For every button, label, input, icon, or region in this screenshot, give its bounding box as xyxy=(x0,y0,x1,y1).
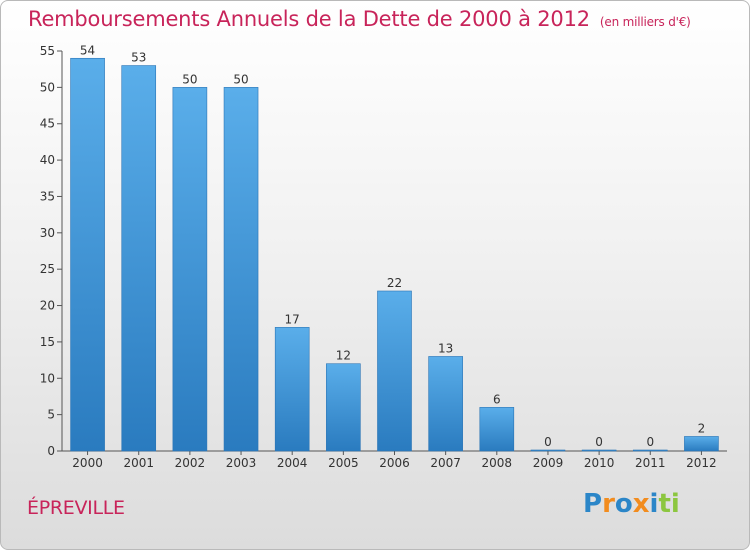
value-label-2012: 2 xyxy=(698,421,706,435)
y-tick-label: 35 xyxy=(40,189,55,203)
value-label-2004: 17 xyxy=(285,312,300,326)
x-tick-label-2003: 2003 xyxy=(226,456,257,470)
bar-2006 xyxy=(377,290,412,452)
logo-letter: r xyxy=(602,489,615,519)
logo-letter: i xyxy=(670,489,680,519)
y-tick-label: 50 xyxy=(40,80,55,94)
bar-2003 xyxy=(223,87,259,452)
bar-2010 xyxy=(581,449,617,452)
bar-2011 xyxy=(632,449,668,452)
x-tick-label-2012: 2012 xyxy=(686,456,717,470)
y-tick-label: 0 xyxy=(47,444,55,458)
bar-2008 xyxy=(479,407,515,452)
y-tick-label: 30 xyxy=(40,226,55,240)
value-label-2009: 0 xyxy=(544,435,552,449)
value-label-2000: 54 xyxy=(80,43,95,57)
chart-title-text: Remboursements Annuels de la Dette de 20… xyxy=(28,7,590,31)
y-tick-label: 25 xyxy=(40,262,55,276)
bar-2012 xyxy=(684,436,719,452)
value-label-2010: 0 xyxy=(595,435,603,449)
y-tick-label: 55 xyxy=(40,44,55,58)
logo-letter: P xyxy=(583,489,603,519)
value-label-2001: 53 xyxy=(131,51,146,65)
bar-2004 xyxy=(274,327,310,452)
logo-letter: t xyxy=(658,489,671,519)
y-tick-label: 5 xyxy=(47,408,55,422)
chart-bars xyxy=(70,57,719,452)
x-tick-label-2002: 2002 xyxy=(175,456,206,470)
bar-2000 xyxy=(70,57,105,452)
y-tick-label: 45 xyxy=(40,117,55,131)
logo-letter: i xyxy=(649,489,659,519)
x-tick-label-2006: 2006 xyxy=(379,456,410,470)
bar-2009 xyxy=(530,449,566,452)
value-label-2002: 50 xyxy=(182,72,197,86)
x-tick-label-2000: 2000 xyxy=(72,456,103,470)
x-tick-label-2011: 2011 xyxy=(635,456,666,470)
bar-2007 xyxy=(428,356,463,452)
y-tick-label: 10 xyxy=(40,371,55,385)
chart-subtitle: (en milliers d'€) xyxy=(599,15,691,29)
logo-letter: o xyxy=(614,489,633,519)
value-label-2003: 50 xyxy=(233,72,248,86)
bar-2001 xyxy=(121,65,157,452)
chart-title: Remboursements Annuels de la Dette de 20… xyxy=(28,7,691,31)
bar-2002 xyxy=(172,87,208,452)
value-label-2006: 22 xyxy=(387,276,402,290)
value-label-2011: 0 xyxy=(646,435,654,449)
x-tick-label-2005: 2005 xyxy=(328,456,359,470)
y-tick-label: 15 xyxy=(40,335,55,349)
y-tick-label: 20 xyxy=(40,299,55,313)
proxiti-logo: Proxiti xyxy=(583,489,680,519)
logo-letter: x xyxy=(632,489,650,519)
x-tick-label-2010: 2010 xyxy=(584,456,615,470)
value-label-2007: 13 xyxy=(438,341,453,355)
value-label-2008: 6 xyxy=(493,392,501,406)
x-tick-label-2004: 2004 xyxy=(277,456,308,470)
x-tick-label-2007: 2007 xyxy=(430,456,461,470)
x-tick-label-2001: 2001 xyxy=(123,456,154,470)
y-tick-label: 40 xyxy=(40,153,55,167)
x-tick-label-2009: 2009 xyxy=(533,456,564,470)
x-tick-label-2008: 2008 xyxy=(482,456,513,470)
chart-value-labels: 54 53 50 50 17 12 22 13 6 0 0 0 2 xyxy=(80,43,705,449)
commune-name: ÉPREVILLE xyxy=(27,497,125,519)
bar-2005 xyxy=(326,363,361,452)
value-label-2005: 12 xyxy=(336,349,351,363)
